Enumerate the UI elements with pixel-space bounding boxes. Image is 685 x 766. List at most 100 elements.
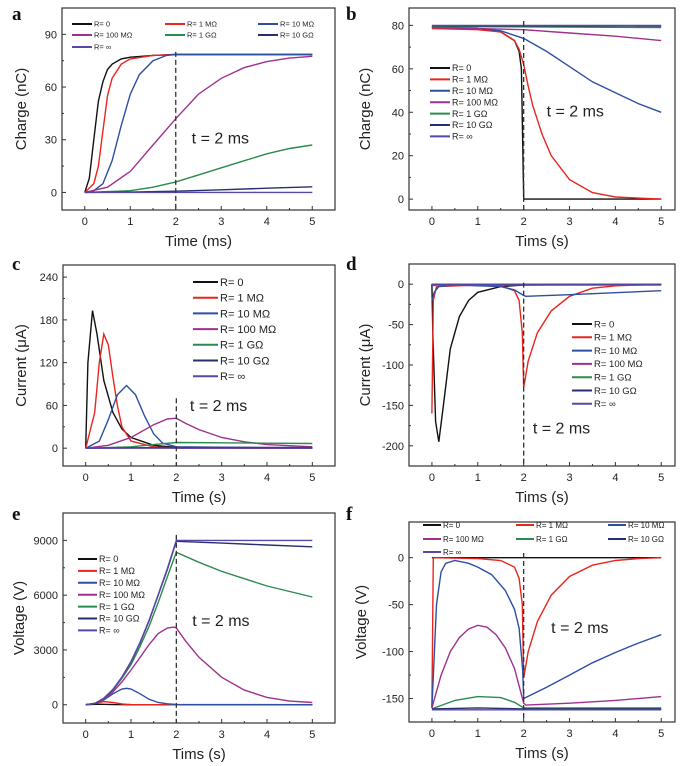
- y-tick-label: 90: [45, 29, 57, 41]
- legend-item: R= 1 MΩ: [165, 20, 217, 29]
- legend-label: R= 1 GΩ: [536, 535, 568, 544]
- x-tick-label: 5: [658, 728, 664, 740]
- plot-area: [431, 283, 662, 442]
- legend-label: R= ∞: [94, 43, 111, 52]
- legend-item: R= 1 GΩ: [165, 31, 217, 40]
- legend-item: R= 1 GΩ: [78, 602, 135, 612]
- legend: R= 0R= 1 MΩR= 10 MΩR= 100 MΩR= 1 GΩR= 10…: [430, 63, 498, 142]
- x-tick-label: 2: [173, 216, 179, 228]
- series-line-3: [84, 55, 313, 194]
- series-line-2: [85, 687, 313, 706]
- x-tick-label: 4: [612, 216, 618, 228]
- legend-item: R= 10 MΩ: [608, 521, 664, 530]
- y-tick-label: -150: [382, 400, 404, 412]
- legend-label: R= 1 GΩ: [187, 31, 217, 40]
- panel-f: f t = 2 ms 0 1 2 3 4 5 -150 -100 -50 0 Tims (s) Volta…: [346, 504, 676, 762]
- legend-label: R= 0: [594, 319, 614, 330]
- x-tick-label: 0: [83, 472, 89, 484]
- y-axis-label: Charge (nC): [357, 68, 374, 151]
- x-tick-label: 4: [264, 729, 270, 741]
- legend-label: R= 10 MΩ: [220, 308, 270, 320]
- legend-label: R= 10 GΩ: [594, 386, 637, 397]
- x-tick-label: 4: [264, 216, 270, 228]
- x-tick-label: 3: [566, 216, 572, 228]
- x-tick-label: 4: [264, 472, 270, 484]
- annotation: t = 2 ms: [192, 130, 249, 147]
- legend-item: R= 0: [572, 319, 614, 330]
- x-tick-label: 3: [566, 728, 572, 740]
- legend-label: R= 10 MΩ: [452, 86, 493, 96]
- series-line-1: [85, 331, 313, 449]
- legend-item: R= 0: [72, 20, 110, 29]
- plot-area: [431, 556, 662, 711]
- legend-item: R= 1 MΩ: [193, 293, 264, 305]
- annotation: t = 2 ms: [551, 620, 608, 637]
- series-line-0: [84, 53, 313, 193]
- legend-label: R= 1 MΩ: [536, 521, 568, 530]
- panel-letter: c: [12, 254, 20, 275]
- axes-frame: [408, 521, 676, 723]
- legend-item: R= ∞: [72, 43, 111, 52]
- series-line-3: [85, 626, 313, 706]
- legend-item: R= 1 MΩ: [430, 75, 488, 85]
- legend-label: R= 100 MΩ: [452, 97, 498, 107]
- legend-label: R= 1 GΩ: [452, 109, 488, 119]
- x-tick-label: 2: [173, 729, 179, 741]
- legend-label: R= 10 GΩ: [99, 614, 140, 624]
- series-line-1: [431, 283, 662, 414]
- y-tick-label: 0: [52, 700, 58, 712]
- y-tick-label: 0: [398, 194, 404, 206]
- series-line-1: [84, 53, 313, 193]
- panel-c: c t = 2 ms 0 1 2 3 4 5 0 60 120 180 240 Time (s) Curre…: [12, 254, 336, 506]
- legend-item: R= 10 GΩ: [572, 386, 637, 397]
- legend-item: R= 1 GΩ: [193, 340, 263, 352]
- legend-item: R= 100 MΩ: [430, 97, 498, 107]
- y-tick-label: 60: [46, 400, 58, 412]
- legend-label: R= 1 MΩ: [452, 75, 488, 85]
- y-tick-label: 30: [45, 135, 57, 147]
- y-tick-label: 80: [392, 20, 404, 32]
- x-tick-label: 4: [612, 472, 618, 484]
- legend-label: R= 100 MΩ: [99, 590, 145, 600]
- y-axis-label: Voltage (V): [353, 585, 370, 659]
- series-line-4: [84, 144, 313, 194]
- y-tick-label: 0: [398, 553, 404, 565]
- series-line-4: [431, 695, 662, 710]
- panel-letter: d: [346, 254, 357, 275]
- legend-item: R= 10 GΩ: [430, 120, 493, 130]
- x-tick-label: 0: [429, 728, 435, 740]
- annotation: t = 2 ms: [190, 398, 247, 415]
- legend-item: R= 1 GΩ: [572, 373, 631, 384]
- legend-item: R= 1 MΩ: [572, 333, 632, 344]
- series-line-6: [85, 539, 313, 706]
- legend-item: R= 100 MΩ: [423, 535, 484, 544]
- legend-item: R= ∞: [423, 548, 462, 557]
- legend-item: R= 100 MΩ: [572, 359, 643, 370]
- legend-item: R= 10 GΩ: [78, 614, 140, 624]
- legend-item: R= 1 MΩ: [78, 566, 135, 576]
- y-tick-label: 3000: [34, 645, 58, 657]
- legend-label: R= 10 GΩ: [628, 535, 664, 544]
- legend-label: R= ∞: [443, 548, 462, 557]
- y-tick-label: 240: [40, 272, 58, 284]
- x-axis-label: Tims (s): [172, 746, 226, 763]
- series-line-0: [85, 310, 313, 449]
- y-tick-label: 0: [52, 443, 58, 455]
- annotation: t = 2 ms: [192, 613, 249, 630]
- y-tick-label: 6000: [34, 590, 58, 602]
- y-tick-label: -100: [382, 360, 404, 372]
- legend-label: R= 1 GΩ: [99, 602, 135, 612]
- plot-area: [85, 539, 313, 706]
- y-axis-label: Charge (nC): [13, 68, 30, 151]
- legend-item: R= 10 MΩ: [572, 346, 637, 357]
- legend-item: R= 1 GΩ: [516, 535, 568, 544]
- y-tick-label: 180: [40, 315, 58, 327]
- legend-label: R= 0: [99, 554, 118, 564]
- x-axis-label: Time (ms): [165, 233, 232, 250]
- x-tick-label: 0: [429, 472, 435, 484]
- legend-label: R= 100 MΩ: [94, 31, 133, 40]
- x-tick-label: 5: [309, 216, 315, 228]
- series-line-2: [431, 559, 662, 708]
- x-tick-label: 5: [658, 472, 664, 484]
